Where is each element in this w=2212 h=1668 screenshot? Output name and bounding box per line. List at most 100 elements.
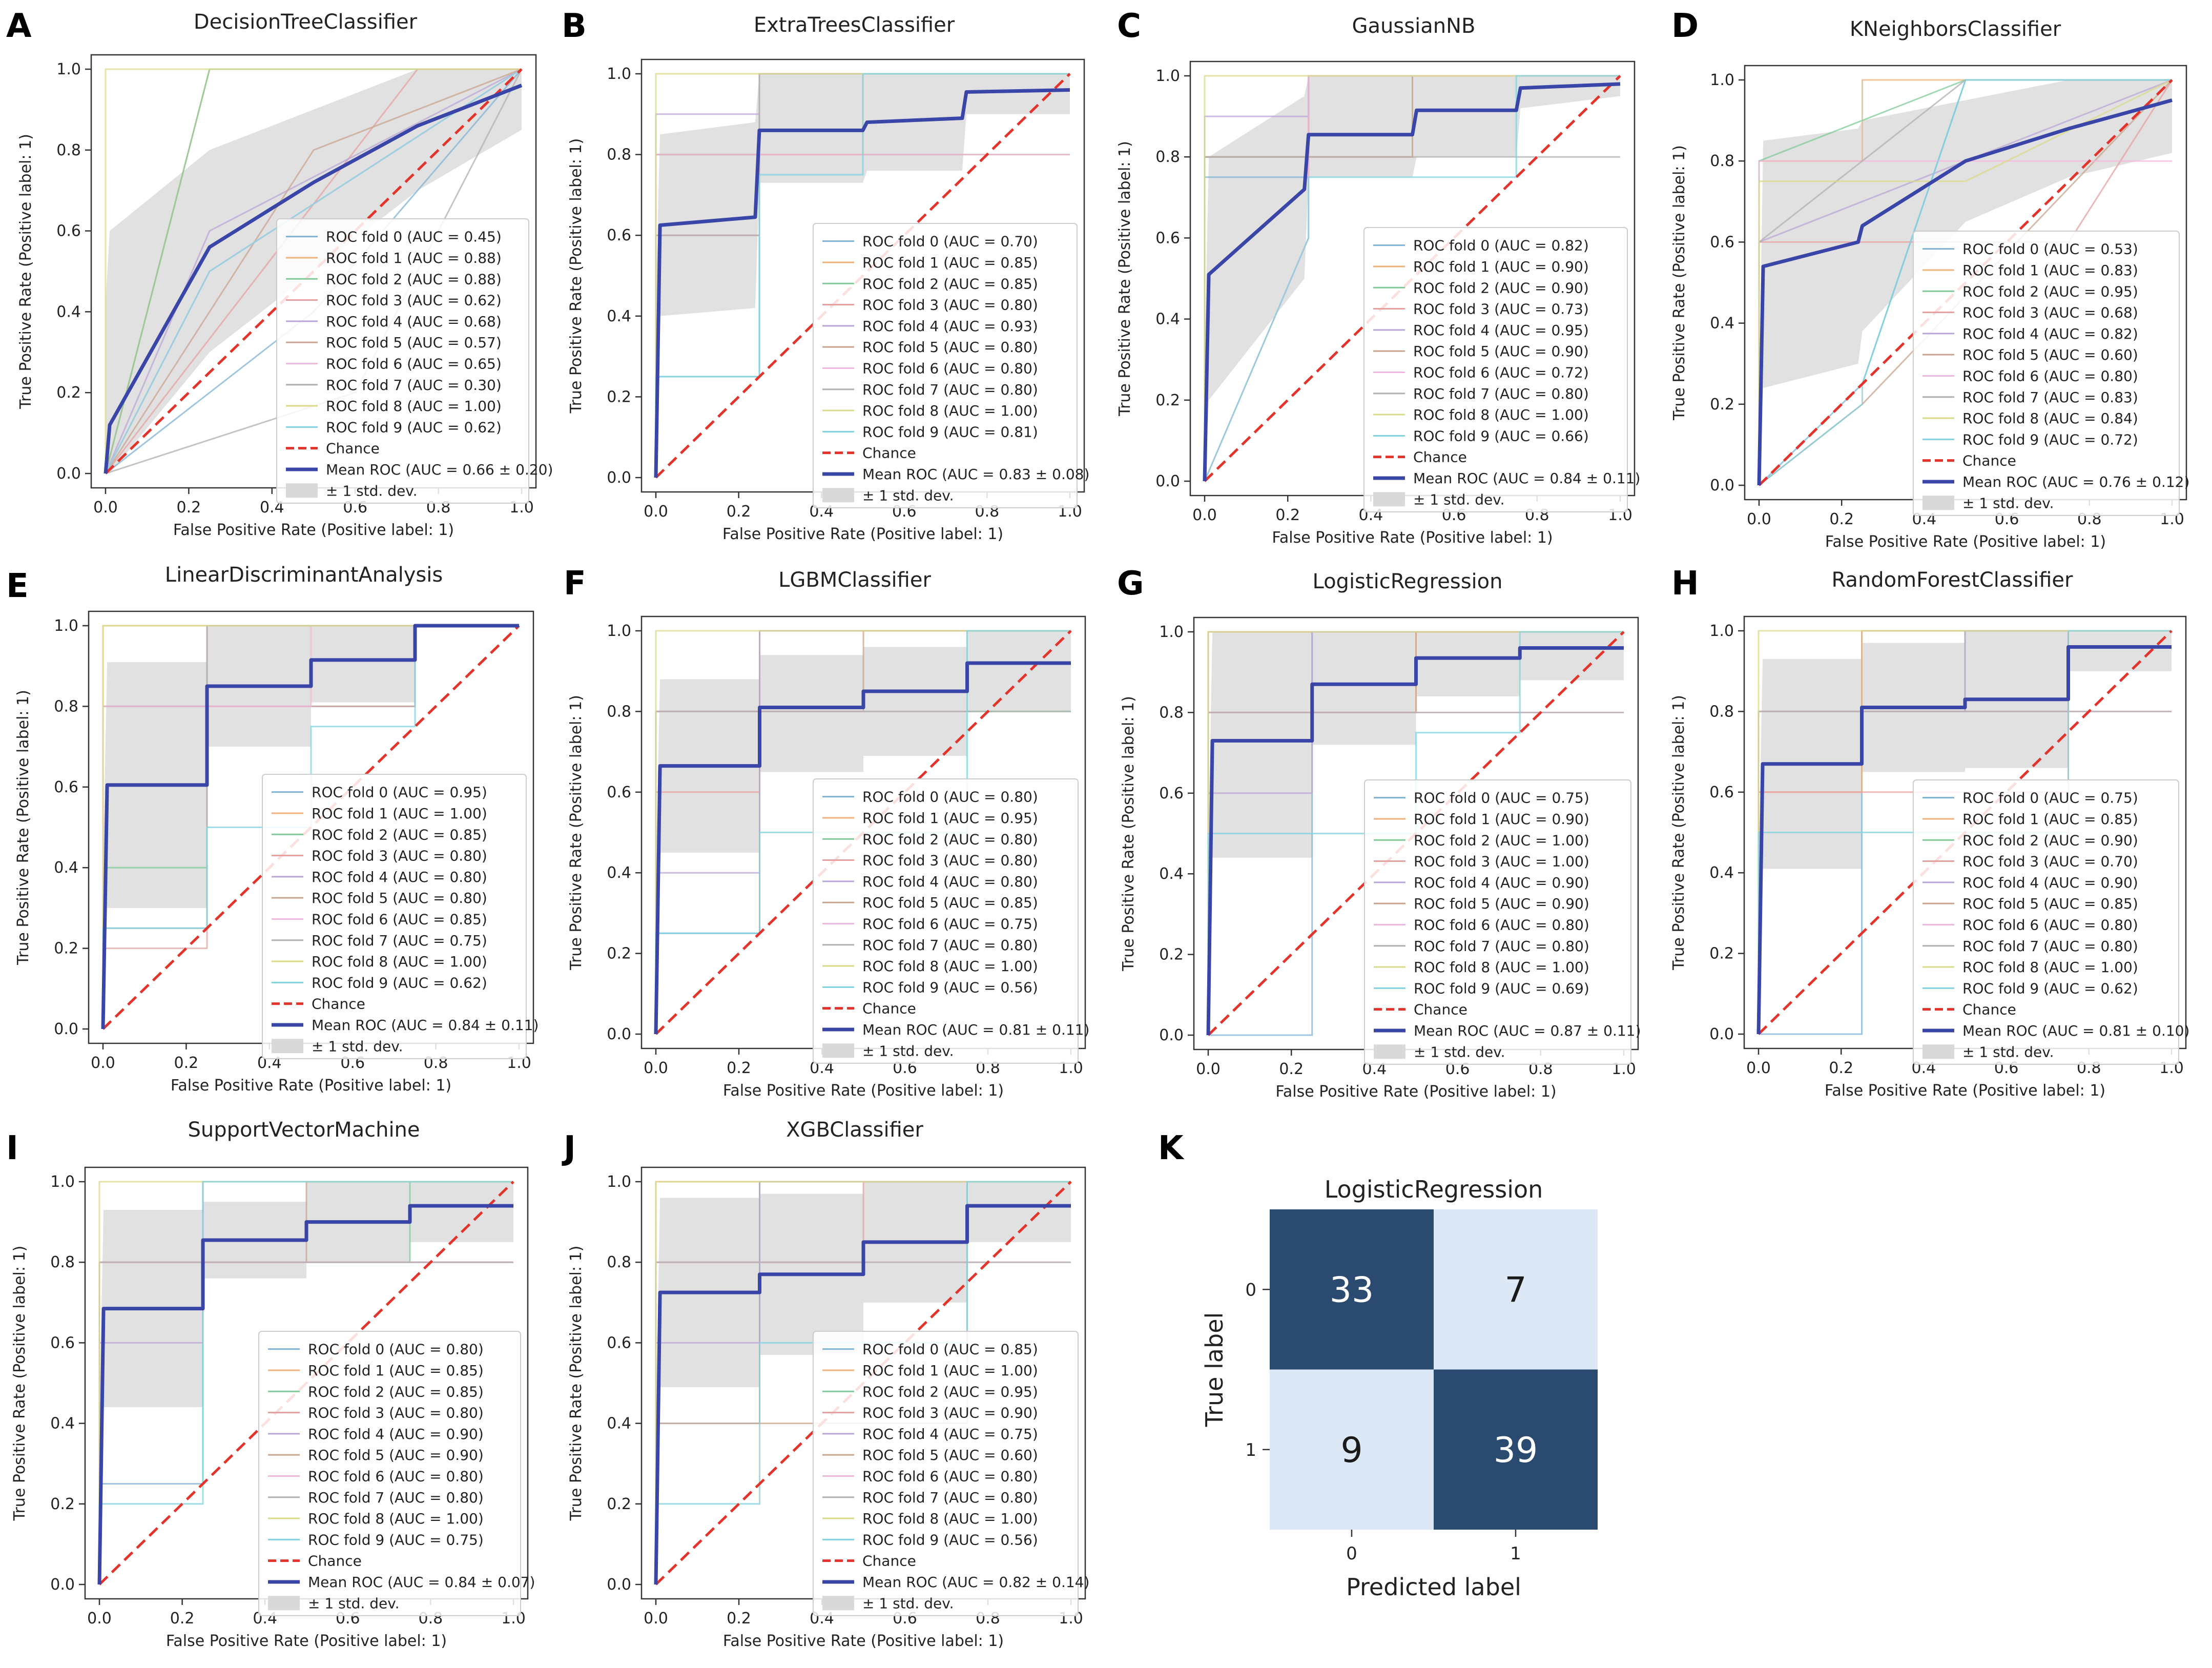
x-tick-label: 0.2: [727, 1059, 751, 1077]
legend-std-label: ± 1 std. dev.: [862, 487, 954, 504]
y-tick-label: 0.2: [1159, 946, 1184, 964]
roc-panel-G: G LogisticRegression0.00.00.20.20.40.40.6…: [1117, 565, 1641, 1101]
x-tick-label: 0.2: [1829, 1059, 1853, 1077]
roc-fold-9-line: [1207, 631, 1624, 1035]
legend-fold-0-label: ROC fold 0 (AUC = 0.75): [1414, 790, 1589, 807]
panel-letter: K: [1158, 1129, 1185, 1167]
legend-fold-6-label: ROC fold 6 (AUC = 0.72): [1413, 364, 1589, 381]
x-tick-label: 0.2: [170, 1610, 195, 1628]
legend-mean-label: Mean ROC (AUC = 0.76 ± 0.12): [1962, 473, 2189, 490]
matrix-cell: [1434, 1209, 1598, 1370]
x-tick-label: 1: [1510, 1543, 1521, 1564]
legend-fold-9-label: ROC fold 9 (AUC = 0.56): [862, 979, 1038, 996]
legend-fold-3-label: ROC fold 3 (AUC = 0.70): [1962, 853, 2138, 870]
legend-fold-3-label: ROC fold 3 (AUC = 0.80): [308, 1405, 484, 1422]
chance-line: [105, 68, 523, 475]
plot-title: LogisticRegression: [1325, 1176, 1543, 1203]
legend-box: [262, 774, 527, 1059]
x-tick-label: 0.0: [644, 1059, 668, 1077]
y-tick-label: 0.8: [1709, 703, 1734, 720]
legend-fold-5-label: ROC fold 5 (AUC = 0.60): [862, 1447, 1038, 1464]
plot-title: LGBMClassifier: [778, 568, 931, 592]
legend-fold-1-label: ROC fold 1 (AUC = 0.95): [862, 810, 1038, 827]
legend-fold-0-label: ROC fold 0 (AUC = 0.75): [1962, 790, 2138, 807]
plot-title: LogisticRegression: [1313, 570, 1503, 593]
x-axis-label: False Positive Rate (Positive label: 1): [1825, 1082, 2105, 1100]
mean-roc-line: [1757, 98, 2173, 486]
legend-fold-7-label: ROC fold 7 (AUC = 0.80): [1413, 385, 1589, 402]
legend-mean-label: Mean ROC (AUC = 0.66 ± 0.20): [326, 461, 553, 478]
legend-fold-8-label: ROC fold 8 (AUC = 1.00): [308, 1510, 484, 1527]
roc-panel-D: D KNeighborsClassifier0.00.00.20.20.40.40…: [1670, 7, 2189, 551]
legend-fold-0-label: ROC fold 0 (AUC = 0.95): [312, 784, 487, 801]
x-axis-label: False Positive Rate (Positive label: 1): [722, 525, 1003, 543]
legend-fold-2-label: ROC fold 2 (AUC = 0.95): [1962, 283, 2138, 300]
x-tick-label: 0.2: [177, 499, 201, 517]
mean-roc-line: [1756, 645, 2172, 1035]
y-tick-label: 0.8: [1155, 148, 1180, 166]
legend-fold-1-label: ROC fold 1 (AUC = 0.85): [862, 254, 1038, 271]
legend-std-label: ± 1 std. dev.: [1413, 491, 1505, 508]
y-tick-label: 1.0: [607, 622, 631, 640]
x-axis-label: False Positive Rate (Positive label: 1): [171, 1077, 451, 1095]
roc-panel-B: B ExtraTreesClassifier0.00.00.20.20.40.40…: [562, 7, 1089, 543]
roc-fold-8-line: [1758, 79, 2173, 485]
legend-fold-1-label: ROC fold 1 (AUC = 0.83): [1962, 262, 2138, 279]
y-axis-label: True Positive Rate (Positive label: 1): [567, 695, 585, 971]
x-tick-label: 0.0: [1746, 1059, 1771, 1077]
legend-fold-2-label: ROC fold 2 (AUC = 0.85): [308, 1383, 484, 1400]
legend-fold-8-label: ROC fold 8 (AUC = 1.00): [326, 398, 502, 415]
y-axis-label: True Positive Rate (Positive label: 1): [17, 134, 35, 409]
plot-title: ExtraTreesClassifier: [754, 13, 955, 37]
x-tick-label: 0.0: [644, 503, 668, 521]
legend: ROC fold 0 (AUC = 0.70) ROC fold 1 (AUC =…: [813, 223, 1089, 508]
legend-fold-7-label: ROC fold 7 (AUC = 0.75): [312, 932, 487, 949]
legend-fold-9-label: ROC fold 9 (AUC = 0.62): [1962, 980, 2138, 997]
legend-box: [1913, 779, 2179, 1065]
legend-fold-3-label: ROC fold 3 (AUC = 0.80): [312, 848, 487, 864]
legend-fold-0-label: ROC fold 0 (AUC = 0.70): [862, 233, 1038, 250]
roc-panel-H: H RandomForestClassifier 0.0 0.0 0.2 0.2 0.4 0.…: [1670, 565, 2189, 1100]
legend-fold-5-label: ROC fold 5 (AUC = 0.90): [1414, 895, 1589, 912]
legend-chance-label: Chance: [1414, 1001, 1467, 1018]
roc-panel-A: A DecisionTreeClassifier 0.0 0.0 0.2 0.2 0.4 0.…: [6, 7, 553, 539]
x-tick-label: 0.0: [1196, 1060, 1221, 1078]
legend-std-label: ± 1 std. dev.: [862, 1595, 954, 1612]
roc-fold-8-line: [655, 630, 1071, 1034]
plot-title: SupportVectorMachine: [188, 1118, 420, 1142]
mean-roc-line: [1203, 82, 1621, 482]
legend-chance-label: Chance: [862, 1553, 916, 1570]
y-tick-label: 0.0: [1710, 477, 1734, 495]
y-tick-label: 1.0: [607, 1173, 631, 1191]
y-tick-label: 0.0: [607, 1576, 631, 1594]
legend-chance-label: Chance: [1962, 452, 2016, 469]
legend-fold-2-label: ROC fold 2 (AUC = 0.88): [326, 271, 502, 287]
legend-fold-9-label: ROC fold 9 (AUC = 0.56): [862, 1531, 1038, 1548]
legend-mean-label: Mean ROC (AUC = 0.84 ± 0.07): [308, 1574, 535, 1591]
legend-std-label: ± 1 std. dev.: [1414, 1043, 1505, 1060]
y-tick-label: 1.0: [54, 617, 78, 635]
roc-fold-8-line: [1204, 75, 1620, 481]
legend-fold-3-label: ROC fold 3 (AUC = 0.90): [862, 1405, 1038, 1422]
legend-std-label: ± 1 std. dev.: [326, 482, 418, 499]
legend-fold-5-label: ROC fold 5 (AUC = 0.80): [312, 890, 487, 907]
matrix-cell: [1270, 1209, 1434, 1370]
legend: ROC fold 0 (AUC = 0.75) ROC fold 1 (AUC =…: [1913, 779, 2189, 1065]
plot-title: XGBClassifier: [786, 1118, 923, 1142]
y-axis-label: True label: [1201, 1312, 1228, 1428]
y-tick-label: 0.4: [54, 859, 78, 877]
legend-chance-label: Chance: [862, 1000, 916, 1017]
legend-std-swatch: [822, 1043, 854, 1058]
mean-roc-line: [654, 1204, 1071, 1585]
legend-fold-5-label: ROC fold 5 (AUC = 0.90): [1413, 343, 1589, 360]
y-tick-label: 0.8: [607, 1253, 631, 1271]
y-tick-label: 0.2: [50, 1495, 75, 1513]
legend-fold-7-label: ROC fold 7 (AUC = 0.80): [862, 381, 1038, 398]
mean-roc-line: [1206, 646, 1624, 1036]
mean-roc-line: [654, 661, 1071, 1035]
legend-fold-5-label: ROC fold 5 (AUC = 0.85): [1962, 895, 2138, 912]
legend-std-swatch: [272, 1039, 303, 1054]
mean-roc-line: [101, 624, 519, 1029]
y-tick-label: 0.0: [607, 469, 631, 487]
legend-fold-0-label: ROC fold 0 (AUC = 0.80): [308, 1341, 484, 1358]
